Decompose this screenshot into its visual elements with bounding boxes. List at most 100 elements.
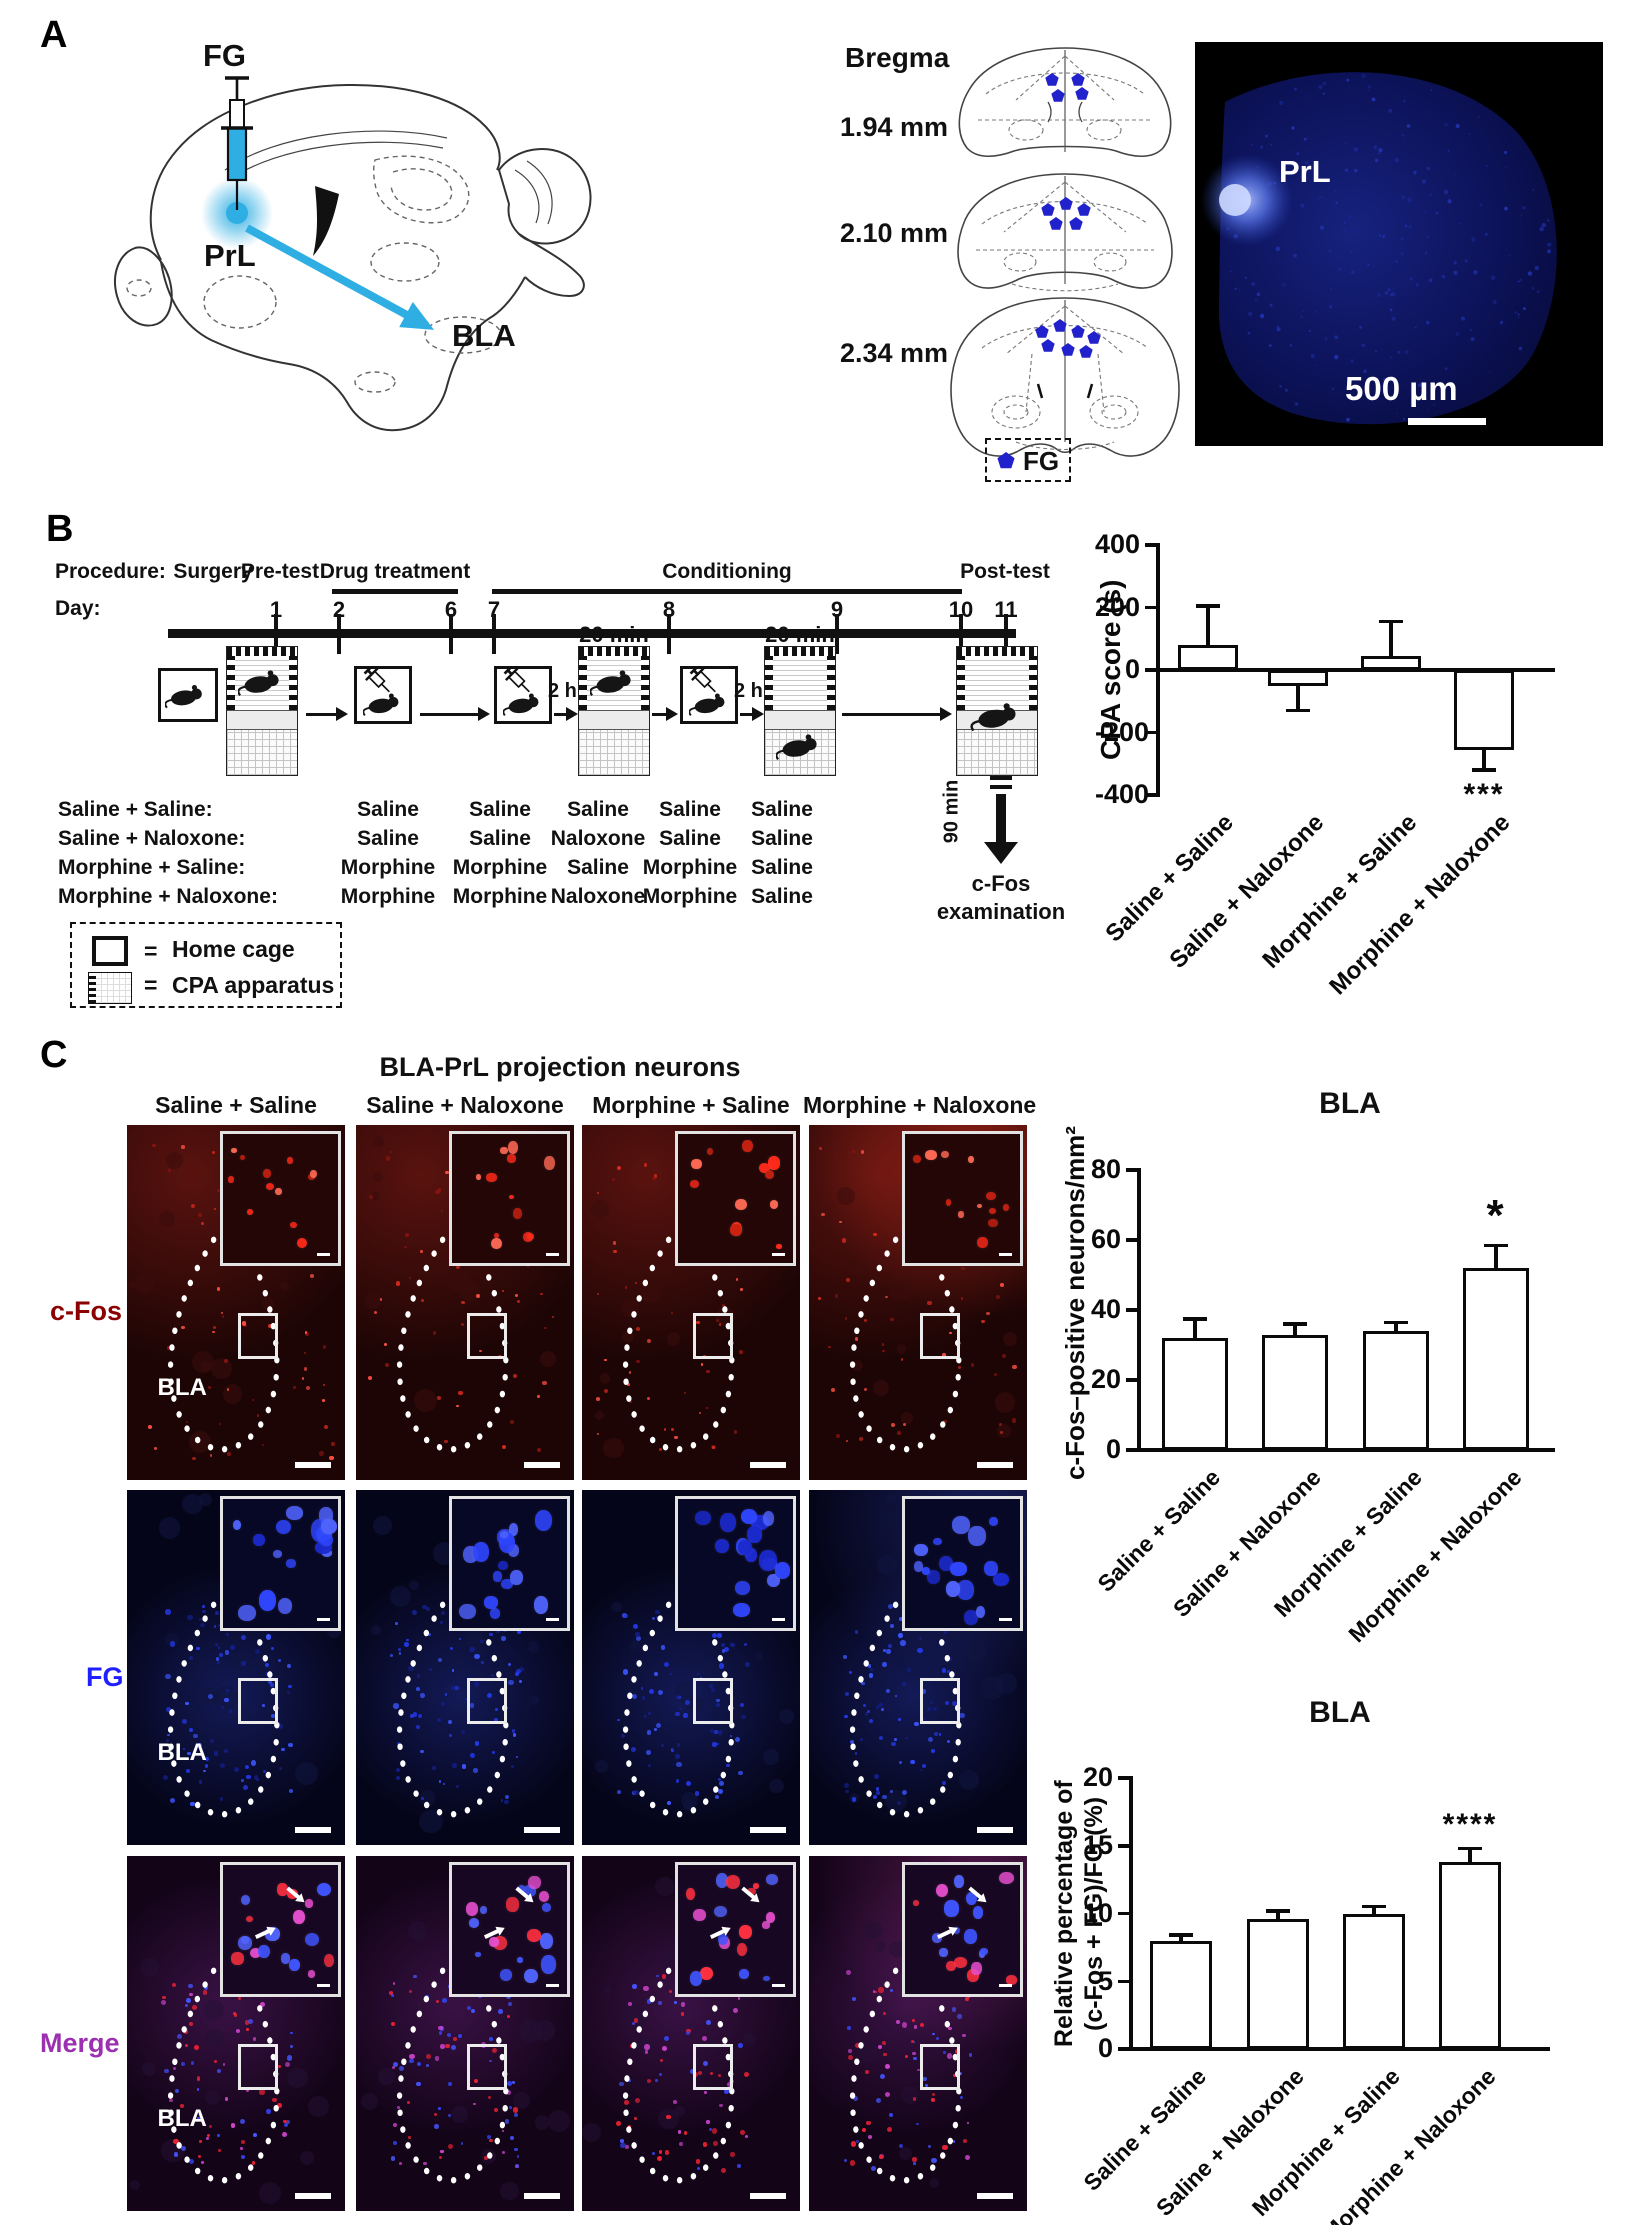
tissue-texture xyxy=(673,2106,685,2118)
sampling-box xyxy=(920,1678,961,1725)
mouse-icon xyxy=(589,667,638,698)
tissue-texture xyxy=(469,1637,489,1657)
tissue-texture xyxy=(958,1769,980,1790)
inset-scale-bar xyxy=(771,1983,785,1988)
tissue-texture xyxy=(928,2178,939,2188)
phase-posttest: Post-test xyxy=(960,560,1050,583)
dose-cell: Saline xyxy=(751,798,813,821)
error-bar xyxy=(1206,605,1210,647)
inset-scale-bar xyxy=(316,1252,330,1257)
cell-signal xyxy=(817,1297,822,1301)
cell-signal xyxy=(305,1385,311,1390)
cell-signal xyxy=(500,1530,509,1538)
cell-signal xyxy=(187,1615,193,1621)
tile-scale-bar xyxy=(750,2193,786,2199)
cell-signal xyxy=(421,1299,424,1302)
dose-cell: Morphine xyxy=(642,856,738,879)
syringe-icon xyxy=(358,665,399,707)
error-bar xyxy=(1468,1848,1472,1864)
y-tick-label: 200 xyxy=(1095,591,1141,622)
cell-signal xyxy=(444,1693,448,1697)
panel-b-label: B xyxy=(46,508,74,550)
cell-signal xyxy=(941,1668,947,1673)
inset-scale-bar xyxy=(545,1252,559,1257)
sampling-box xyxy=(467,1678,508,1725)
tissue-texture xyxy=(460,1282,480,1302)
cell-signal xyxy=(507,2001,512,2006)
micrograph-tile xyxy=(356,1125,574,1480)
flow-arrow-head xyxy=(566,707,578,721)
tissue-texture xyxy=(995,1672,1018,1695)
cell-signal xyxy=(916,2122,919,2126)
tissue-texture xyxy=(594,1760,609,1774)
cell-signal xyxy=(534,1596,549,1614)
cell-signal xyxy=(919,1768,923,1772)
cell-signal xyxy=(766,1874,779,1885)
micrograph-tile xyxy=(582,1856,800,2211)
cell-signal xyxy=(703,1354,706,1357)
bla-dotted-outline xyxy=(373,1210,539,1469)
cell-signal xyxy=(944,1700,949,1705)
mouse-icon xyxy=(502,691,545,717)
cell-signal xyxy=(240,2118,246,2124)
cell-signal xyxy=(717,1633,722,1638)
cell-signal xyxy=(468,1917,480,1928)
cpa-wall xyxy=(957,656,965,710)
cell-signal xyxy=(943,1900,959,1917)
tissue-texture xyxy=(611,1601,622,1613)
cell-signal xyxy=(206,2137,209,2140)
cell-signal xyxy=(275,1519,291,1535)
cell-signal xyxy=(507,1544,520,1558)
cell-signal xyxy=(842,1238,847,1243)
cell-signal xyxy=(185,1997,191,2004)
cell-signal xyxy=(988,1218,998,1228)
flow-arrow-line xyxy=(740,712,755,716)
y-tick xyxy=(1126,1378,1141,1382)
inset-scale-bar xyxy=(771,1252,785,1257)
cell-signal xyxy=(398,2161,402,2165)
cell-signal xyxy=(286,2120,291,2125)
timeline-bar xyxy=(168,629,1016,638)
cell-signal xyxy=(623,1669,629,1675)
cpa-conditioning-1 xyxy=(578,646,650,776)
cell-signal xyxy=(172,2067,176,2071)
cell-signal xyxy=(745,1661,750,1667)
cell-signal xyxy=(921,1566,930,1575)
cell-signal xyxy=(636,1360,640,1364)
bar xyxy=(1363,1331,1429,1450)
panel-a-label: A xyxy=(40,14,68,56)
cell-signal xyxy=(882,1794,887,1800)
micrograph-tile xyxy=(356,1490,574,1845)
cell-signal xyxy=(263,1168,271,1178)
cell-signal xyxy=(698,2070,703,2075)
cell-signal xyxy=(253,1775,259,1780)
cell-signal xyxy=(233,1519,242,1530)
cell-signal xyxy=(995,1295,1000,1300)
cell-signal xyxy=(881,1343,884,1346)
cell-signal xyxy=(286,2055,292,2061)
tissue-texture xyxy=(624,2004,648,2029)
cell-signal xyxy=(204,1757,209,1762)
cpa-wall xyxy=(579,656,587,710)
cell-signal xyxy=(506,1897,519,1912)
cell-signal xyxy=(940,1150,949,1159)
cell-signal xyxy=(717,1789,723,1795)
y-tick-label: 15 xyxy=(1082,1830,1113,1861)
cpa-conditioning-2 xyxy=(764,646,836,776)
cell-signal xyxy=(734,1737,740,1743)
injection-box xyxy=(494,665,552,724)
cell-signal xyxy=(442,1782,446,1786)
procedure-label: Procedure: xyxy=(55,560,166,583)
bar xyxy=(1343,1913,1405,2049)
cell-signal xyxy=(527,1265,530,1268)
cell-signal xyxy=(438,2107,441,2110)
cell-signal xyxy=(480,1906,488,1914)
cell-signal xyxy=(752,1883,760,1890)
dose-cell: Saline xyxy=(751,885,813,908)
cell-signal xyxy=(764,1169,774,1180)
cell-signal xyxy=(408,2135,412,2139)
cell-signal xyxy=(718,2103,723,2108)
cell-signal xyxy=(486,1173,497,1182)
cell-signal xyxy=(459,1603,476,1620)
cell-signal xyxy=(512,1374,517,1379)
